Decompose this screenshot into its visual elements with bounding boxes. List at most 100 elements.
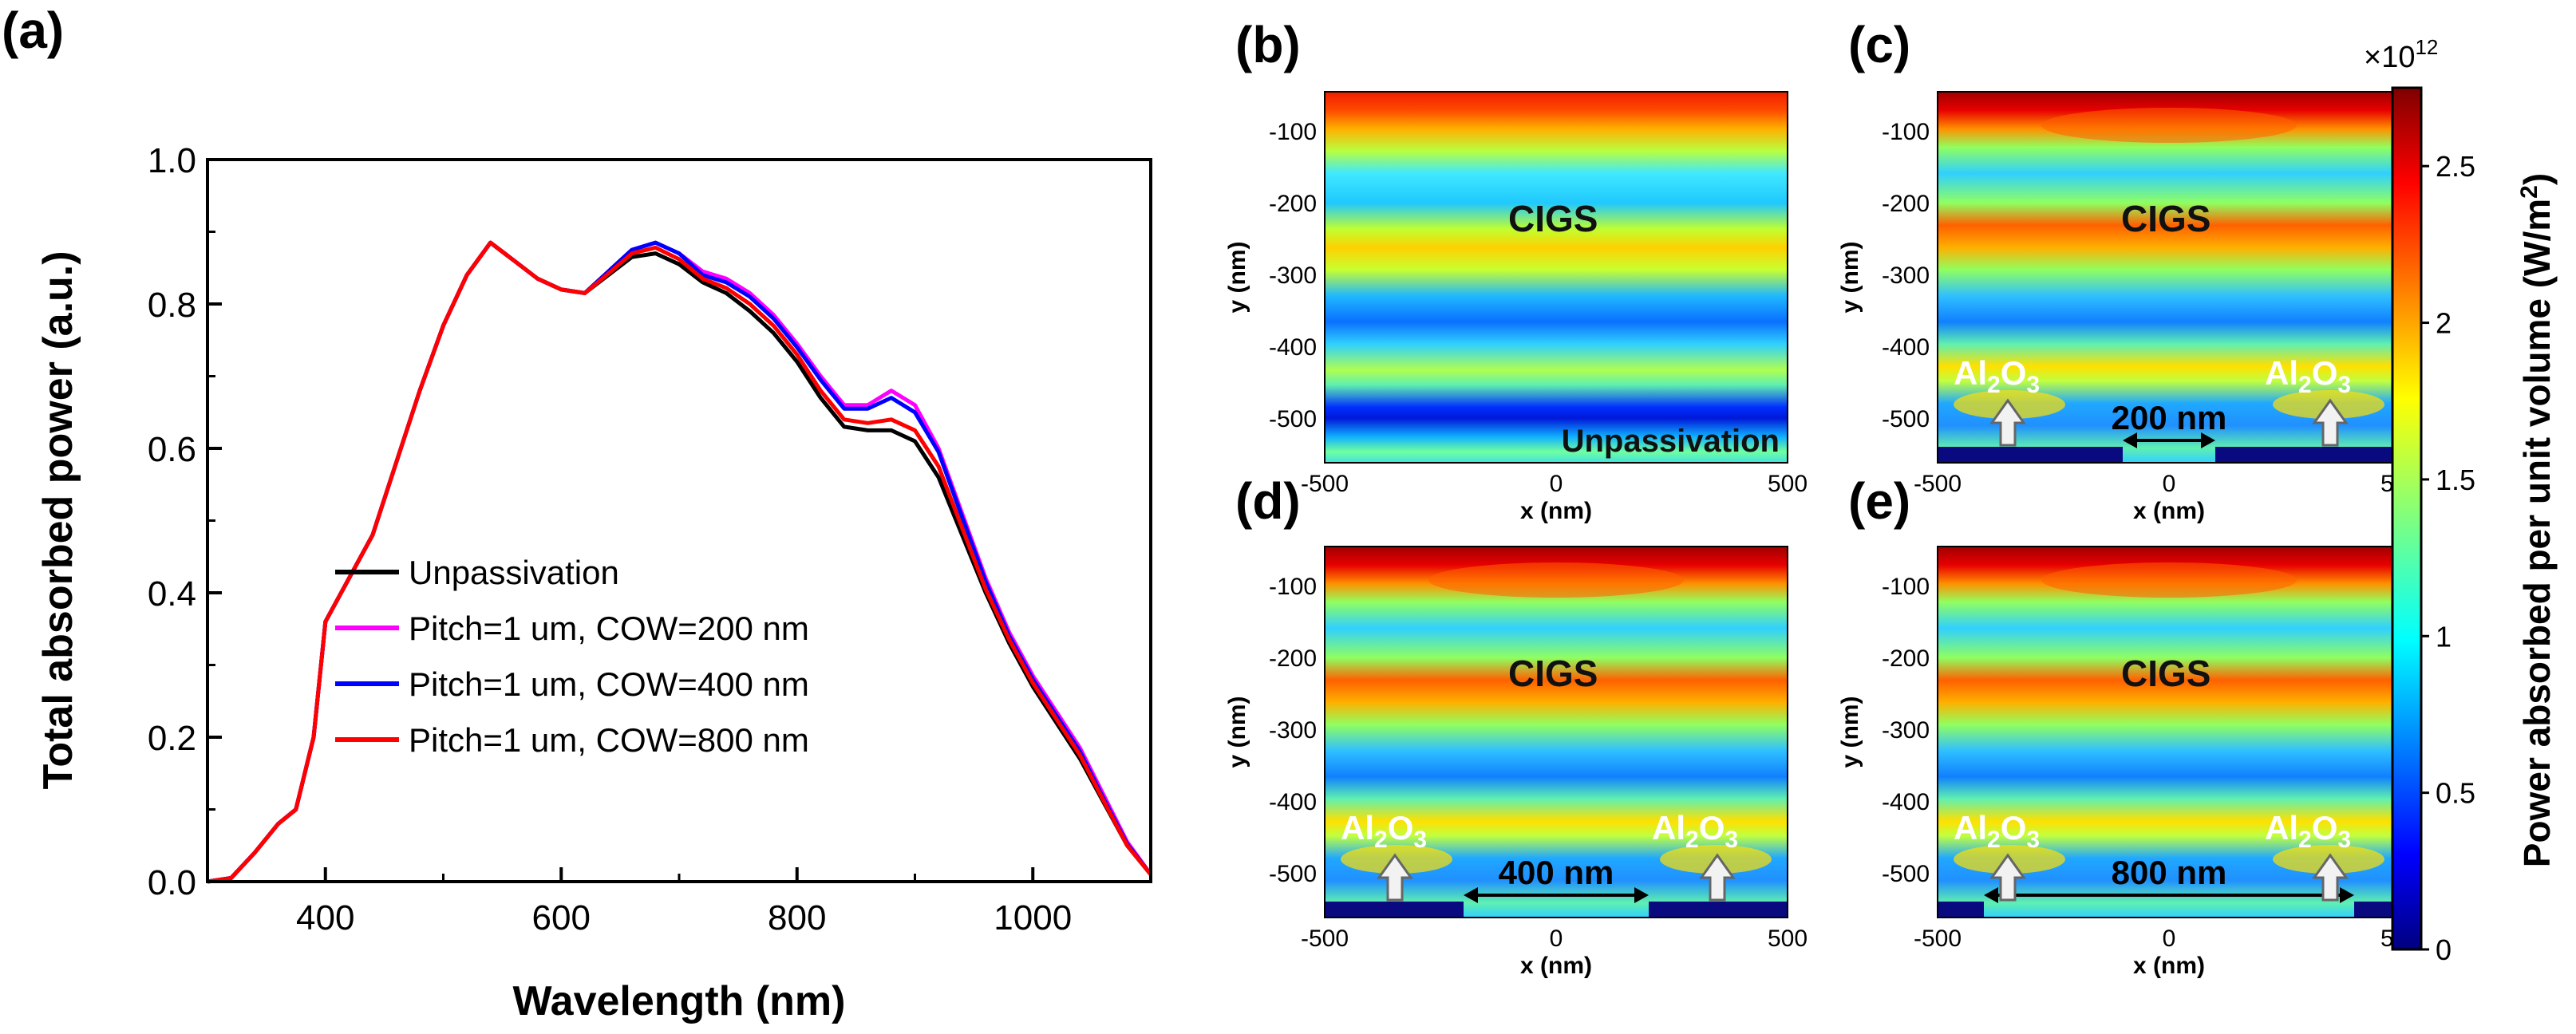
field-lobe	[1428, 562, 1684, 598]
y-tick-label: -200	[1269, 191, 1317, 217]
gap-label: 800 nm	[2112, 854, 2227, 891]
up-arrow-icon	[2312, 398, 2349, 447]
al2o3-strip-right	[2215, 447, 2400, 463]
y-tick-label: 0.2	[148, 719, 196, 758]
gap-label: 200 nm	[2112, 399, 2227, 436]
y-tick-label: -400	[1269, 789, 1317, 815]
gap-arrow-head	[1634, 887, 1649, 903]
colorbar-tick-label: 2.5	[2436, 150, 2475, 183]
series-line-0	[207, 240, 1152, 884]
panel-a-legend: Unpassivation Pitch=1 um, COW=200 nm Pitch…	[335, 554, 809, 759]
y-tick-label: -300	[1269, 717, 1317, 744]
colorbar-tick-label: 1	[2436, 620, 2452, 653]
gap-arrow-head	[1984, 887, 1998, 903]
annotation-label: Unpassivation	[1562, 424, 1780, 459]
x-tick-label: 0	[1550, 471, 1563, 497]
panel-label: (d)	[1235, 472, 1301, 530]
x-tick-label: 400	[296, 898, 354, 937]
x-tick-label: -500	[1914, 925, 1962, 952]
panel-a-label: (a)	[2, 2, 64, 59]
al2o3-label: Al2O3	[1652, 809, 1738, 853]
colorbar-tick-label: 2	[2436, 307, 2452, 340]
panel-a: (a) 400 600 800 1000 0.0 0.2 0.4 0.6 0.8 1.0 Wave…	[2, 2, 1153, 1024]
colorbar-tick-label: 0.5	[2436, 777, 2475, 810]
series-line-2	[207, 240, 1152, 884]
panel-a-series	[207, 240, 1153, 884]
al2o3-label: Al2O3	[2265, 354, 2351, 398]
colorbar-tick-label: 1.5	[2436, 464, 2475, 496]
x-axis-label: x (nm)	[2133, 498, 2205, 524]
material-label: CIGS	[2121, 198, 2211, 239]
panel-a-x-axis-label: Wavelength (nm)	[513, 978, 846, 1024]
y-tick-label: -400	[1882, 789, 1930, 815]
x-tick-label: 1000	[994, 898, 1072, 937]
colorbar-ticks: 0 0.5 1 1.5 2 2.5	[2421, 150, 2475, 966]
x-tick-label: -500	[1301, 471, 1349, 497]
gap-arrow-head	[1464, 887, 1478, 903]
x-tick-label: 600	[532, 898, 591, 937]
x-tick-label: -500	[1301, 925, 1349, 952]
al2o3-strip-right	[2354, 902, 2400, 918]
up-arrow-icon	[1989, 398, 2026, 447]
field-lobe	[2041, 108, 2297, 143]
heatmap-frame	[1324, 546, 1788, 918]
y-tick-label: 1.0	[148, 141, 196, 180]
al2o3-label: Al2O3	[2265, 809, 2351, 853]
heatmap-panel-e: (e) 800 nm Al2O3 Al2O3 CIGS -100 -200 -300 -400 -…	[1837, 472, 2420, 979]
x-tick-label: 500	[1768, 471, 1808, 497]
x-tick-label: -500	[1914, 471, 1962, 497]
al2o3-label: Al2O3	[1954, 809, 2040, 853]
panel-a-grid-ticks: 400 600 800 1000 0.0 0.2 0.4 0.6 0.8 1.0	[148, 141, 1152, 937]
panel-label: (b)	[1235, 16, 1301, 73]
al2o3-strip-right	[1649, 902, 1788, 918]
up-arrow-icon	[1699, 853, 1736, 902]
gap-arrow-head	[2340, 887, 2354, 903]
y-tick-label: -300	[1882, 262, 1930, 289]
y-tick-label: -500	[1269, 406, 1317, 432]
al2o3-strip-left	[1938, 447, 2123, 463]
up-arrow-icon	[1377, 853, 1413, 902]
legend-label-2: Pitch=1 um, COW=400 nm	[409, 665, 809, 703]
colorbar: ×1012 0 0.5 1 1.5 2 2.5 Power absorbed per un…	[2364, 35, 2558, 966]
y-tick-label: -100	[1269, 119, 1317, 145]
material-label: CIGS	[2121, 653, 2211, 694]
up-arrow-icon	[2312, 853, 2349, 902]
colorbar-tick-label: 0	[2436, 933, 2452, 966]
al2o3-strip-left	[1325, 902, 1464, 918]
legend-label-0: Unpassivation	[409, 554, 619, 591]
x-axis-label: x (nm)	[2133, 953, 2205, 979]
series-line-3	[207, 240, 1152, 884]
colorbar-label: Power absorbed per unit volume (W/m2)	[2516, 173, 2558, 867]
y-tick-label: 0.0	[148, 863, 196, 902]
panel-a-y-axis-label: Total absorbed power (a.u.)	[35, 251, 81, 789]
y-tick-label: -500	[1269, 861, 1317, 887]
panel-label: (c)	[1848, 16, 1910, 73]
y-tick-label: -100	[1882, 574, 1930, 600]
colorbar-exponent: ×1012	[2364, 35, 2438, 74]
heatmap-panels: (b) Unpassivation CIGS -100 -200 -300 -400 -500…	[1224, 16, 2420, 979]
heatmap-frame	[1324, 91, 1788, 464]
panel-a-plot-frame	[206, 158, 1152, 883]
heatmap-panel-d: (d) 400 nm Al2O3 Al2O3 CIGS -100 -200 -300 -400 -…	[1224, 472, 1808, 979]
al2o3-label: Al2O3	[1341, 809, 1427, 853]
y-tick-label: 0.4	[148, 574, 196, 614]
y-axis-label: y (nm)	[1837, 697, 1863, 768]
panel-label: (e)	[1848, 472, 1910, 530]
x-axis-label: x (nm)	[1520, 953, 1592, 979]
field-lobe	[2041, 562, 2297, 598]
al2o3-strip-left	[1938, 902, 1984, 918]
legend-label-3: Pitch=1 um, COW=800 nm	[409, 721, 809, 759]
x-tick-label: 800	[768, 898, 826, 937]
material-label: CIGS	[1508, 653, 1598, 694]
y-tick-label: -500	[1882, 406, 1930, 432]
y-tick-label: -200	[1269, 645, 1317, 672]
y-tick-label: -500	[1882, 861, 1930, 887]
gap-label: 400 nm	[1499, 854, 1614, 891]
x-axis-label: x (nm)	[1520, 498, 1592, 524]
y-tick-label: 0.6	[148, 430, 196, 469]
y-tick-label: -300	[1882, 717, 1930, 744]
legend-label-1: Pitch=1 um, COW=200 nm	[409, 610, 809, 647]
x-tick-label: 0	[1550, 925, 1563, 952]
heatmap-panel-b: (b) Unpassivation CIGS -100 -200 -300 -400 -500…	[1224, 16, 1808, 524]
